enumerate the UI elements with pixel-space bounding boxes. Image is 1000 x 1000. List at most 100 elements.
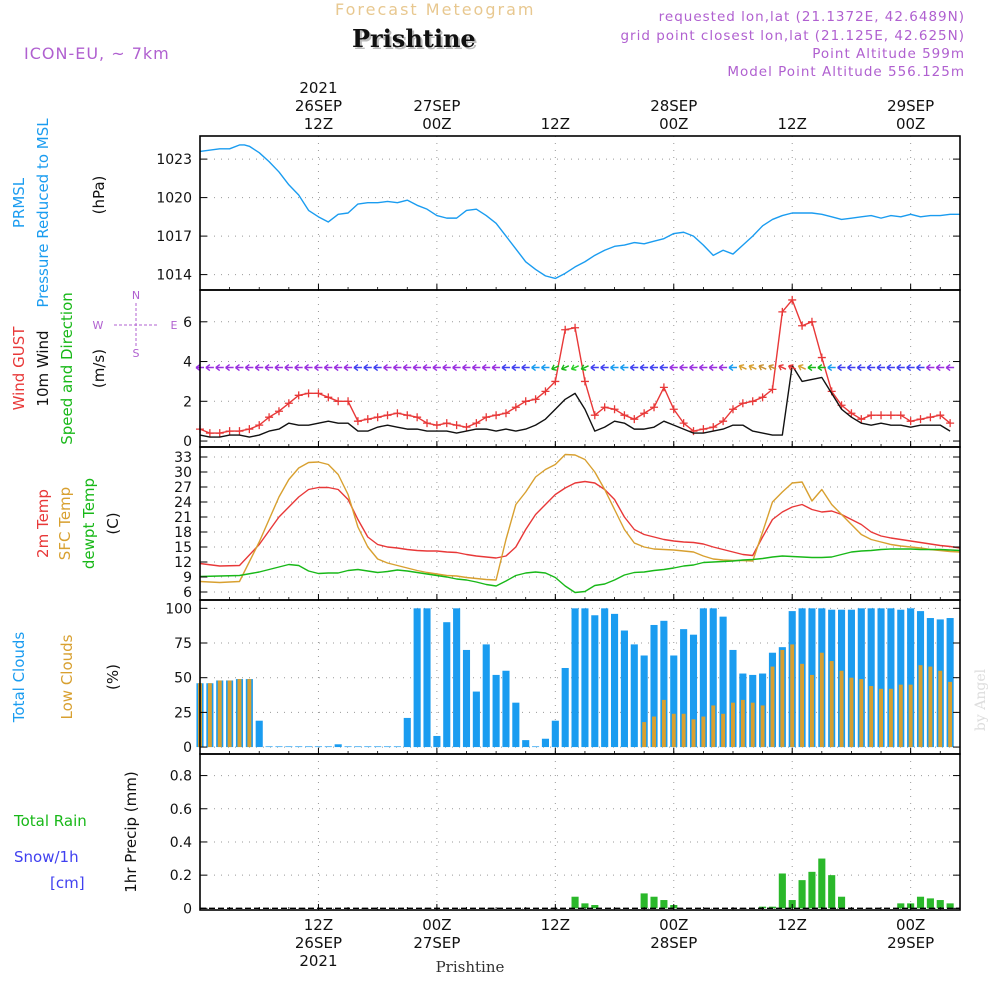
time-axis-label: 27SEP (413, 97, 460, 115)
time-axis-label: 2021 (299, 79, 337, 97)
wind-arrow-shape (728, 363, 737, 372)
y-tick-label: 6 (183, 585, 192, 601)
gust-point-marker (699, 425, 708, 434)
wind-arrow-shape (392, 363, 402, 372)
wind-arrow-shape (254, 363, 264, 372)
clouds-bar-low-clouds (800, 663, 805, 748)
grid-lines (200, 136, 960, 910)
y-axis-label: (hPa) (90, 176, 108, 215)
wind-direction-arrow (689, 363, 698, 372)
time-axis-label: 26SEP (295, 97, 342, 115)
gust-point-marker (807, 317, 816, 326)
y-tick-label: 2 (183, 394, 192, 410)
gust-point-marker (274, 407, 283, 416)
gust-point-marker (442, 419, 451, 428)
wind-arrow-shape (294, 363, 303, 372)
clouds-bar-low-clouds (918, 665, 923, 748)
wind-arrow-shape (244, 363, 254, 372)
wind-arrow-shape (383, 363, 392, 372)
time-axis-label: 00Z (659, 115, 688, 133)
clouds-bar-total-clouds (887, 608, 895, 748)
wind-direction-arrow (215, 363, 224, 372)
precipitation-bar-total-rain (571, 896, 579, 909)
chart-supertitle: Forecast Meteogram (335, 0, 536, 19)
gust-point-marker (709, 423, 718, 432)
gust-point-marker (571, 323, 580, 332)
y-tick-label: 4 (183, 355, 192, 371)
clouds-bar-total-clouds (374, 746, 382, 748)
wind-direction-arrow (639, 363, 649, 372)
panel-frame-precipitation (199, 753, 961, 911)
clouds-bar-total-clouds (433, 735, 441, 748)
gust-point-marker (946, 419, 955, 428)
y-tick-label: 25 (174, 705, 192, 721)
clouds-bar-total-clouds (522, 740, 530, 748)
clouds-bar-low-clouds (879, 688, 883, 748)
wind-direction-arrow (254, 363, 264, 372)
clouds-bar-total-clouds (334, 744, 342, 748)
clouds-bar-low-clouds (898, 684, 903, 748)
gust-point-marker (936, 411, 945, 420)
wind-arrow-shape (600, 363, 609, 372)
clouds-bar-total-clouds (709, 608, 717, 748)
wind-arrow-shape (649, 363, 659, 372)
wind-arrow-shape (205, 363, 214, 372)
y-axis-label: Total Clouds (10, 632, 28, 724)
clouds-bar-low-clouds (948, 681, 953, 748)
wind-arrow-shape (442, 363, 451, 372)
wind-direction-arrow (481, 363, 491, 372)
bottom-station-label: Prishtine (436, 958, 505, 976)
gust-point-marker (679, 419, 688, 428)
time-axis-label: 2021 (299, 952, 337, 970)
y-tick-label: 1017 (156, 229, 192, 245)
wind-arrow-shape (580, 364, 589, 371)
gust-point-marker (462, 423, 471, 432)
compass-n-label: N (132, 289, 140, 302)
clouds-bar-total-clouds (551, 720, 559, 748)
wind-direction-arrow (728, 363, 737, 372)
wind-direction-arrow (718, 363, 728, 372)
wind-arrow-shape (373, 363, 382, 372)
series-line-pressure (199, 144, 960, 280)
clouds-bar-total-clouds (907, 608, 915, 748)
time-axis-label: 26SEP (295, 934, 342, 952)
compass-w-label: W (93, 319, 104, 332)
wind-direction-arrow (432, 363, 441, 372)
time-axis-label: 12Z (541, 916, 570, 934)
clouds-bar-total-clouds (897, 609, 905, 748)
chart-marks (195, 144, 961, 910)
wind-direction-arrow (511, 363, 520, 372)
precipitation-bar-total-rain (828, 875, 836, 909)
wind-arrow-shape (215, 363, 224, 372)
wind-arrow-shape (551, 364, 560, 371)
y-tick-label: 1020 (156, 191, 192, 207)
y-axis-label: Speed and Direction (58, 292, 76, 445)
info-grid-lonlat: grid point closest lon,lat (21.125E, 42.… (620, 28, 965, 44)
precipitation-bar-total-rain (581, 903, 589, 909)
clouds-bar-total-clouds (324, 746, 332, 748)
axis-labels: 1014 1017 1020 1023 PRMSL Pressure Reduced to… (10, 79, 934, 970)
gust-point-marker (778, 307, 787, 316)
clouds-bar-total-clouds (344, 746, 352, 748)
wind-direction-arrow (353, 363, 362, 372)
clouds-bar-total-clouds (453, 608, 461, 748)
info-point-altitude: Point Altitude 599m (812, 46, 965, 62)
clouds-bar-low-clouds (790, 644, 795, 748)
wind-direction-arrow (541, 363, 550, 372)
wind-arrow-shape (570, 364, 579, 371)
clouds-bar-total-clouds (305, 746, 313, 748)
gust-point-marker (580, 377, 589, 386)
series-line-sfc-temp (199, 453, 961, 584)
gust-point-marker (284, 399, 293, 408)
wind-arrow-shape (906, 363, 915, 372)
wind-direction-arrow (323, 363, 333, 372)
y-tick-label: 1023 (156, 152, 192, 168)
precipitation-bar-total-rain (818, 858, 826, 909)
wind-direction-arrow (649, 363, 659, 372)
wind-arrow-shape (629, 363, 639, 372)
y-tick-label: 9 (183, 570, 192, 586)
wind-direction-arrow (629, 363, 639, 372)
wind-direction-arrow (205, 363, 214, 372)
clouds-bar-low-clouds (938, 670, 943, 748)
wind-arrow-shape (718, 363, 728, 372)
